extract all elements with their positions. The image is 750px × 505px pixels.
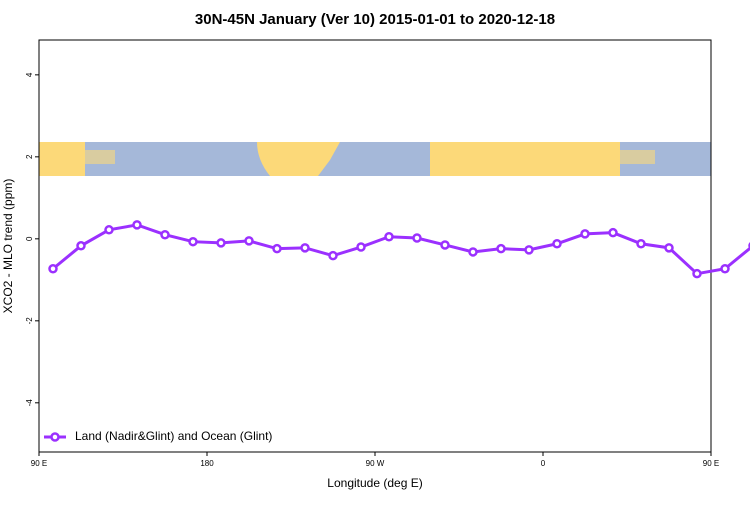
x-tick-label: 180 <box>200 459 214 468</box>
point <box>722 265 729 272</box>
y-tick-label: -4 <box>25 399 34 407</box>
point <box>106 226 113 233</box>
point <box>302 244 309 251</box>
point <box>498 245 505 252</box>
point <box>330 252 337 259</box>
legend-label: Land (Nadir&Glint) and Ocean (Glint) <box>75 429 272 443</box>
point <box>414 235 421 242</box>
series-line <box>53 225 750 274</box>
y-tick-label: 0 <box>25 236 34 241</box>
x-tick-label: 90 W <box>366 459 385 468</box>
x-tick-label: 90 E <box>31 459 47 468</box>
point <box>610 229 617 236</box>
point <box>246 237 253 244</box>
x-axis-label: Longitude (deg E) <box>327 476 422 490</box>
point <box>470 248 477 255</box>
point <box>442 241 449 248</box>
point <box>50 265 57 272</box>
x-tick-label: 0 <box>541 459 546 468</box>
x-tick-label: 90 E <box>703 459 719 468</box>
point <box>638 240 645 247</box>
point <box>358 244 365 251</box>
point <box>134 221 141 228</box>
point <box>582 230 589 237</box>
point <box>78 242 85 249</box>
point <box>190 238 197 245</box>
point <box>386 233 393 240</box>
map-strip <box>39 142 711 176</box>
plot-frame <box>39 40 711 452</box>
y-tick-label: -2 <box>25 317 34 325</box>
point <box>162 231 169 238</box>
y-axis-label: XCO2 - MLO trend (ppm) <box>1 179 15 314</box>
chart-title: 30N-45N January (Ver 10) 2015-01-01 to 2… <box>195 11 555 28</box>
legend-marker <box>52 434 59 441</box>
point <box>694 270 701 277</box>
y-tick-label: 2 <box>25 154 34 159</box>
point <box>666 244 673 251</box>
point <box>274 245 281 252</box>
point <box>526 246 533 253</box>
y-tick-label: 4 <box>25 72 34 77</box>
point <box>218 239 225 246</box>
point <box>554 240 561 247</box>
